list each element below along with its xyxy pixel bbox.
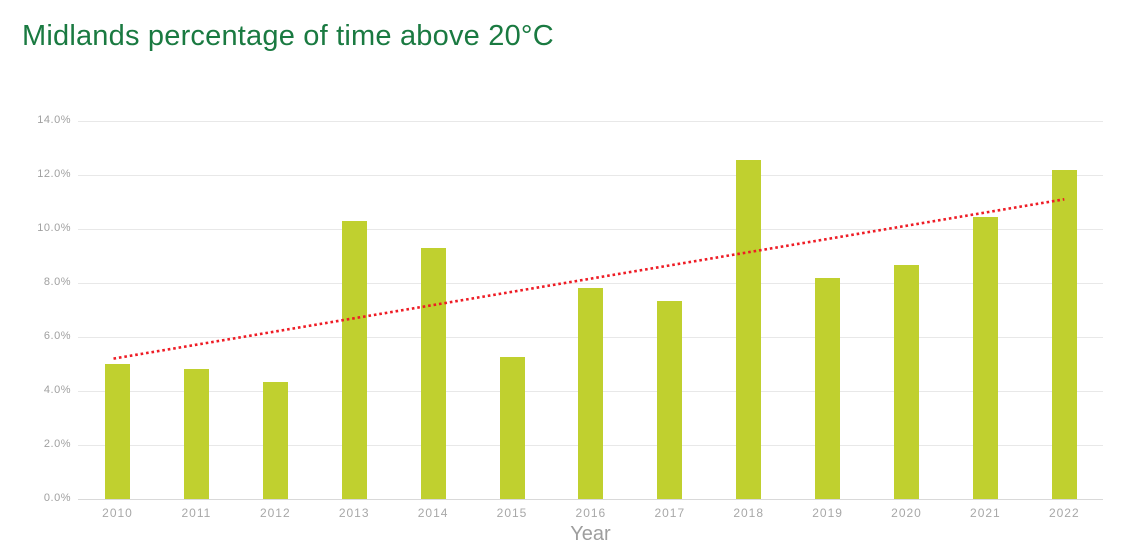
x-axis-tick-label: 2019	[812, 506, 843, 520]
bar-2019[interactable]	[815, 277, 841, 499]
x-axis-tick-label: 2021	[970, 506, 1001, 520]
x-axis-tick-label: 2022	[1048, 506, 1080, 520]
bar-2011[interactable]	[183, 369, 209, 499]
bar-2013[interactable]	[341, 220, 367, 499]
x-axis-title: Year	[570, 523, 611, 545]
gridline	[78, 228, 1103, 230]
bar-2014[interactable]	[420, 247, 446, 499]
x-axis-tick-label: 2012	[259, 506, 291, 520]
bar-2016[interactable]	[578, 288, 604, 499]
bar-2010[interactable]	[105, 364, 130, 499]
x-axis-tick-label: 2014	[417, 506, 449, 520]
x-axis-tick-label: 2011	[181, 506, 212, 520]
bar-2022[interactable]	[1051, 169, 1077, 499]
x-axis-tick-label: 2020	[891, 506, 922, 520]
x-axis-tick-label: 2017	[654, 506, 686, 520]
gridline	[78, 282, 1103, 284]
bar-2018[interactable]	[736, 160, 762, 499]
x-axis-line	[78, 498, 1103, 500]
bar-2015[interactable]	[499, 357, 525, 499]
x-axis-tick-label: 2010	[102, 506, 133, 520]
y-axis-tick-label: 8.0%	[43, 276, 71, 288]
y-axis-tick-label: 10.0%	[37, 222, 71, 234]
x-axis-tick-label: 2013	[338, 506, 370, 520]
chart-title: Midlands percentage of time above 20°C	[22, 20, 554, 52]
bar-2020[interactable]	[894, 265, 919, 499]
bar-2012[interactable]	[262, 381, 288, 499]
x-axis-tick-label: 2015	[496, 506, 528, 520]
gridline	[78, 174, 1103, 176]
y-axis-tick-label: 2.0%	[43, 438, 71, 450]
x-axis-tick-label: 2018	[733, 506, 765, 520]
y-axis-tick-label: 0.0%	[43, 492, 71, 504]
x-axis-tick-label: 2016	[575, 506, 607, 520]
y-axis-tick-label: 12.0%	[37, 168, 71, 180]
y-axis-tick-label: 4.0%	[43, 384, 71, 396]
bar-2017[interactable]	[657, 300, 683, 499]
bar-2021[interactable]	[972, 216, 998, 499]
y-axis-tick-label: 6.0%	[43, 330, 71, 342]
y-axis-tick-label: 14.0%	[37, 114, 71, 126]
gridline	[78, 120, 1103, 122]
